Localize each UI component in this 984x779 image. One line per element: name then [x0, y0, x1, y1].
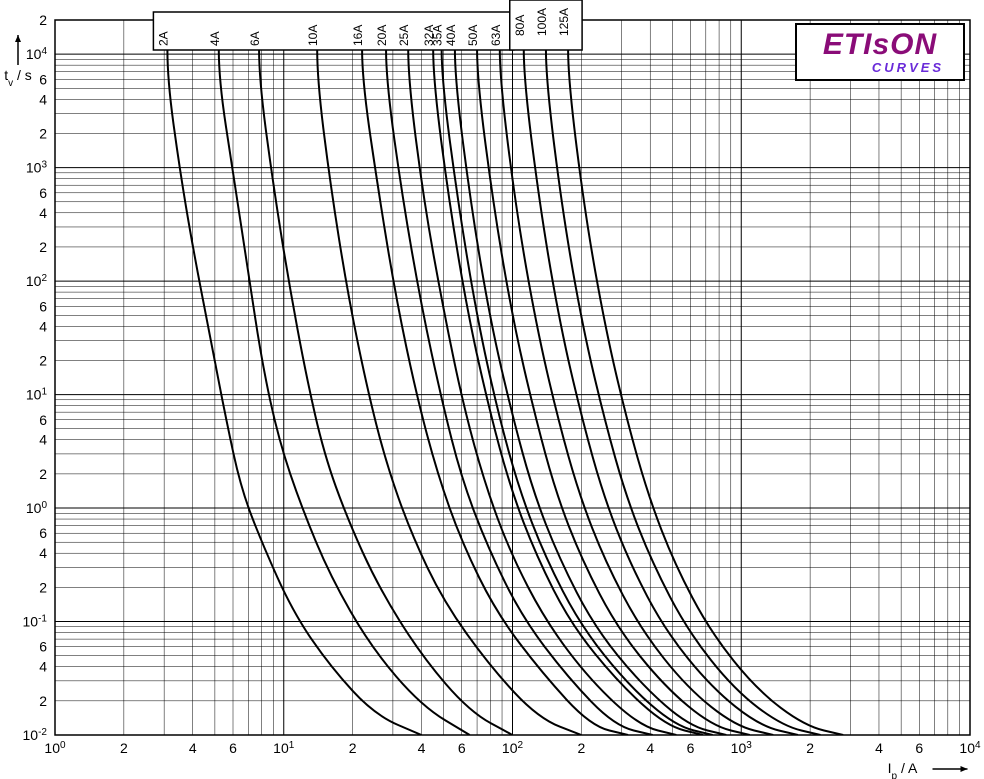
series-label-80A: 80A [513, 15, 527, 36]
curves [167, 20, 843, 735]
series-label-10A: 10A [306, 25, 320, 46]
x-subtick-label: 2 [349, 740, 357, 756]
y-subtick-label: 4 [39, 91, 47, 107]
series-label-35A: 35A [431, 25, 445, 46]
x-subtick-label: 6 [687, 740, 695, 756]
x-subtick-label: 4 [418, 740, 426, 756]
y-tick-label: 102 [26, 273, 48, 290]
x-subtick-label: 2 [577, 740, 585, 756]
y-subtick-label: 2 [39, 125, 47, 141]
y-axis-label: tv / s [4, 67, 32, 89]
logo-sub-text: CURVES [872, 60, 944, 75]
series-label-100A: 100A [535, 8, 549, 36]
x-subtick-label: 4 [875, 740, 883, 756]
curve-16A [362, 20, 628, 735]
series-label-2A: 2A [156, 31, 170, 46]
series-label-16A: 16A [351, 25, 365, 46]
curve-100A [546, 20, 821, 735]
series-label-125A: 125A [557, 8, 571, 36]
x-axis-label: Ip / A [888, 760, 918, 779]
y-tick-label: 101 [26, 386, 48, 403]
curve-2A [167, 20, 421, 735]
series-label-40A: 40A [444, 25, 458, 46]
y-subtick-label: 2 [39, 12, 47, 28]
series-label-50A: 50A [466, 25, 480, 46]
chart-container: 10010110210310424624624624610-210-110010… [0, 0, 984, 779]
y-tick-label: 103 [26, 159, 48, 176]
series-label-20A: 20A [375, 25, 389, 46]
y-subtick-label: 6 [39, 525, 47, 541]
series-label-25A: 25A [397, 25, 411, 46]
x-subtick-label: 2 [806, 740, 814, 756]
x-arrowhead-icon [961, 766, 968, 772]
series-labels: 2A4A6A10A16A20A25A32A35A40A50A63A80A100A… [153, 0, 582, 50]
curve-4A [219, 20, 470, 735]
curve-40A [455, 20, 726, 735]
x-tick-label: 104 [959, 740, 981, 757]
y-subtick-label: 4 [39, 205, 47, 221]
y-tick-label: 100 [26, 500, 48, 517]
x-subtick-label: 4 [189, 740, 197, 756]
y-subtick-label: 4 [39, 659, 47, 675]
curve-10A [317, 20, 581, 735]
y-subtick-label: 4 [39, 545, 47, 561]
y-subtick-label: 6 [39, 71, 47, 87]
y-subtick-label: 4 [39, 432, 47, 448]
x-subtick-label: 2 [120, 740, 128, 756]
x-tick-label: 102 [502, 740, 524, 757]
series-label-6A: 6A [248, 31, 262, 46]
y-tick-label: 104 [26, 46, 48, 63]
curve-80A [524, 20, 798, 735]
y-subtick-label: 2 [39, 239, 47, 255]
series-label-63A: 63A [489, 25, 503, 46]
curve-63A [500, 20, 773, 735]
time-current-chart: 10010110210310424624624624610-210-110010… [0, 0, 984, 779]
x-subtick-label: 6 [458, 740, 466, 756]
x-subtick-label: 4 [646, 740, 654, 756]
x-tick-label: 100 [44, 740, 66, 757]
logo-main-text: ETIsON [823, 28, 938, 61]
series-label-4A: 4A [208, 31, 222, 46]
y-subtick-label: 2 [39, 352, 47, 368]
curve-32A [433, 20, 703, 735]
grid [55, 20, 970, 735]
curve-20A [386, 20, 653, 735]
curve-6A [259, 20, 512, 735]
x-tick-label: 101 [273, 740, 295, 757]
y-subtick-label: 2 [39, 466, 47, 482]
x-tick-label: 103 [731, 740, 753, 757]
x-subtick-label: 6 [229, 740, 237, 756]
y-subtick-label: 2 [39, 579, 47, 595]
y-subtick-label: 6 [39, 185, 47, 201]
tick-labels: 10010110210310424624624624610-210-110010… [23, 12, 981, 756]
y-subtick-label: 4 [39, 318, 47, 334]
y-arrowhead-icon [15, 35, 21, 42]
logo: ETIsONCURVES [796, 24, 964, 80]
y-subtick-label: 6 [39, 412, 47, 428]
y-subtick-label: 6 [39, 298, 47, 314]
x-subtick-label: 6 [915, 740, 923, 756]
y-tick-label: 10-1 [23, 613, 48, 630]
y-subtick-label: 6 [39, 639, 47, 655]
y-subtick-label: 2 [39, 693, 47, 709]
